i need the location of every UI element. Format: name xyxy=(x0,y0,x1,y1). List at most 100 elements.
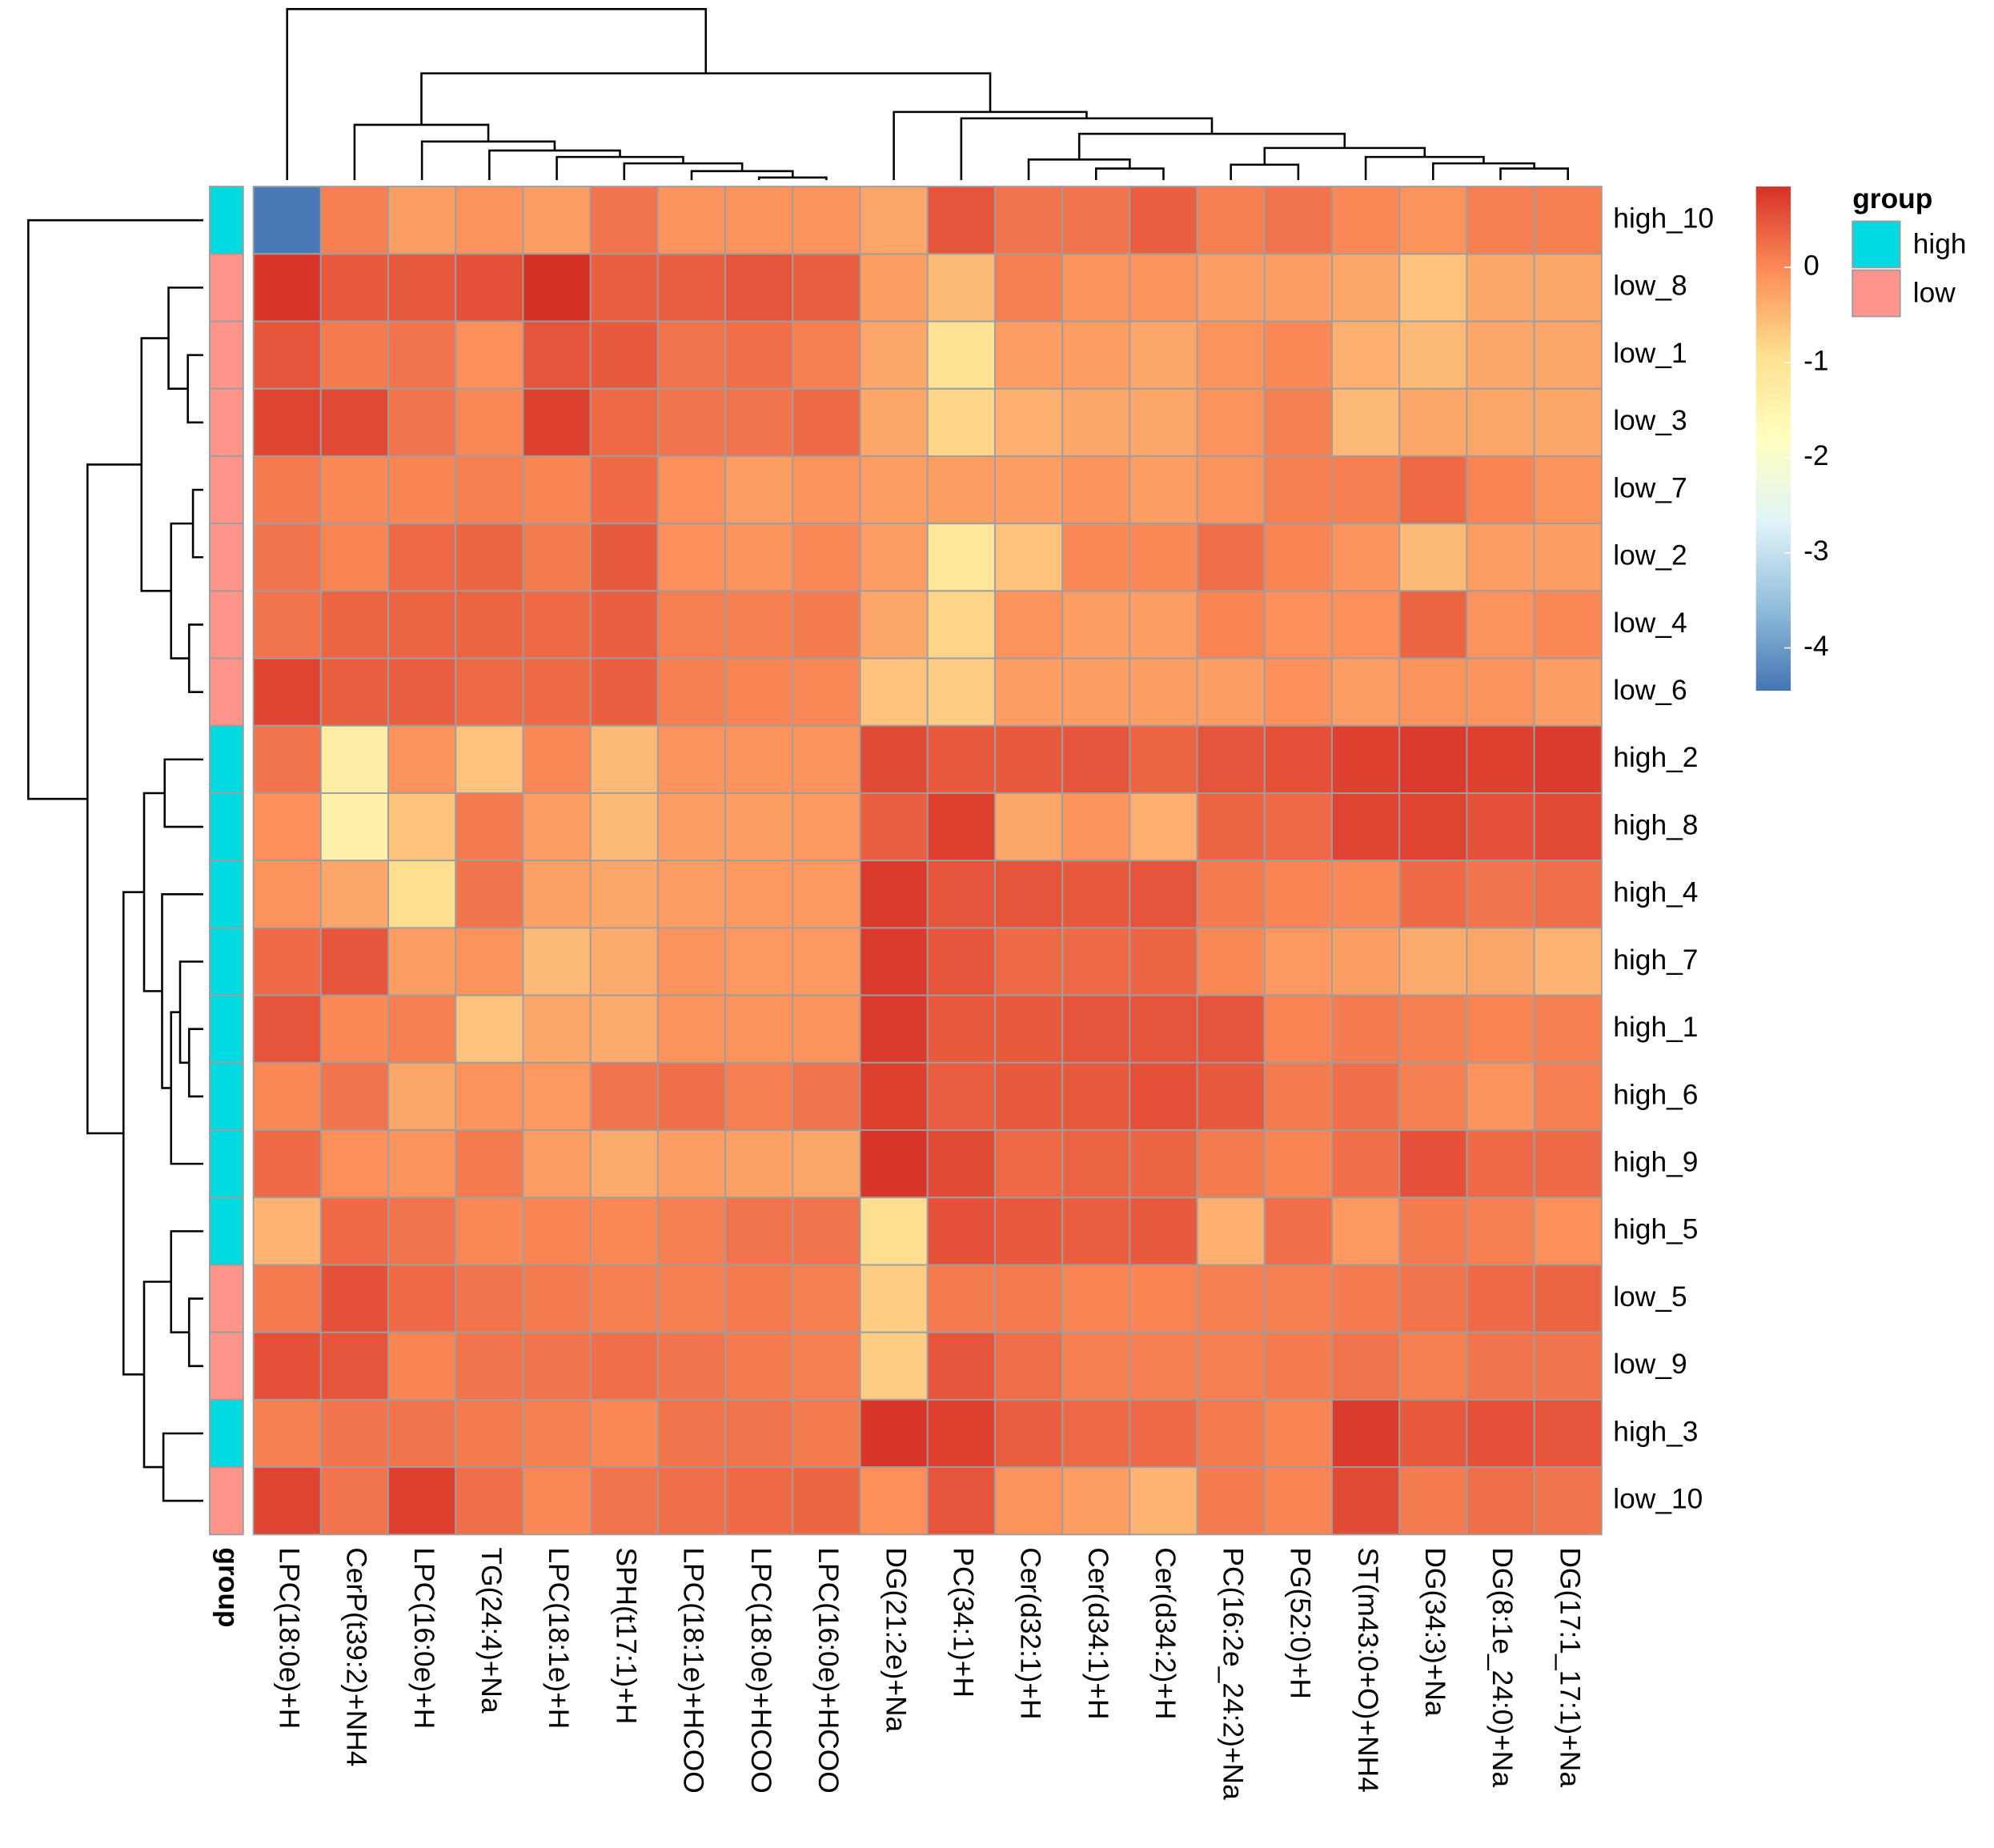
heat-cell xyxy=(792,1466,861,1536)
heat-cell xyxy=(724,253,794,323)
column-label: LPC(18:0e)+HCOO xyxy=(745,1547,776,1793)
heat-cell xyxy=(522,994,592,1064)
heat-cell xyxy=(859,657,929,727)
heat-cell xyxy=(792,1129,861,1199)
heat-cell xyxy=(926,792,996,862)
heat-cell xyxy=(1398,1331,1468,1401)
heat-cell xyxy=(1263,320,1333,390)
heat-cell xyxy=(1061,455,1131,525)
heat-cell xyxy=(1196,590,1266,659)
heat-cell xyxy=(1331,387,1401,457)
heat-cell xyxy=(724,320,794,390)
group-cell xyxy=(208,792,244,862)
heat-cell xyxy=(656,1331,727,1401)
heat-cell xyxy=(1129,320,1198,390)
heat-cell xyxy=(724,186,794,255)
heat-cell xyxy=(1061,590,1131,659)
heat-cell xyxy=(387,1197,457,1266)
color-bar xyxy=(1755,186,1791,691)
column-label: SPH(t17:1)+H xyxy=(610,1547,641,1724)
heat-cell xyxy=(1129,1264,1198,1333)
heat-cell xyxy=(859,1466,929,1536)
row-label: high_9 xyxy=(1613,1146,1698,1177)
heat-cell xyxy=(1196,1398,1266,1469)
row-label: low_1 xyxy=(1613,338,1687,369)
heat-cell xyxy=(1061,523,1131,592)
heat-cell xyxy=(1466,387,1535,457)
heat-cell xyxy=(859,1331,929,1401)
heat-cell xyxy=(319,1129,389,1199)
heat-cell xyxy=(1263,860,1333,929)
heat-cell xyxy=(1061,1197,1131,1266)
heat-cell xyxy=(1331,1398,1401,1469)
heat-cell xyxy=(724,927,794,996)
column-label: LPC(16:0e)+H xyxy=(408,1547,439,1729)
heat-cell xyxy=(252,860,322,929)
heat-cell xyxy=(724,455,794,525)
heat-cell xyxy=(926,724,996,794)
group-cell xyxy=(208,1466,244,1536)
heat-cell xyxy=(926,1466,996,1536)
heat-cell xyxy=(1331,1061,1401,1132)
heat-cell xyxy=(926,387,996,457)
heat-cell xyxy=(1466,1466,1535,1536)
heat-cell xyxy=(1331,1197,1401,1266)
heat-cell xyxy=(455,1398,524,1469)
group-cell xyxy=(208,860,244,929)
heat-cell xyxy=(1196,387,1266,457)
heat-cell xyxy=(792,1264,861,1333)
heat-cell xyxy=(926,994,996,1064)
heat-cell xyxy=(1533,186,1603,255)
heat-cell xyxy=(1533,1061,1603,1132)
heat-cell xyxy=(1466,994,1535,1064)
heat-cell xyxy=(387,860,457,929)
heat-cell xyxy=(1196,1061,1266,1132)
heat-cell xyxy=(252,1466,322,1536)
heat-cell xyxy=(1196,455,1266,525)
heat-cell xyxy=(859,1061,929,1132)
heat-cell xyxy=(522,1197,592,1266)
heat-cell xyxy=(319,724,389,794)
heat-cell xyxy=(1263,724,1333,794)
heat-cell xyxy=(1398,455,1468,525)
heat-cell xyxy=(387,1264,457,1333)
heat-cell xyxy=(656,1129,727,1199)
heat-cell xyxy=(522,1061,592,1132)
heat-cell xyxy=(792,1331,861,1401)
heat-cell xyxy=(455,186,524,255)
heat-cell xyxy=(1129,523,1198,592)
column-label: Cer(d32:1)+H xyxy=(1015,1547,1046,1719)
heat-cell xyxy=(1196,1264,1266,1333)
heat-cell xyxy=(589,1129,659,1199)
heat-cell xyxy=(1466,320,1535,390)
heat-cell xyxy=(387,1331,457,1401)
heat-cell xyxy=(926,657,996,727)
heat-cell xyxy=(455,320,524,390)
heat-cell xyxy=(522,1398,592,1469)
heat-cell xyxy=(792,1061,861,1132)
heat-cell xyxy=(993,1197,1064,1266)
heat-cell xyxy=(656,994,727,1064)
heat-cell xyxy=(724,1331,794,1401)
heat-cell xyxy=(1533,455,1603,525)
row-label: low_5 xyxy=(1613,1281,1687,1313)
group-cell xyxy=(208,1061,244,1132)
heat-cell xyxy=(859,253,929,323)
heat-cell xyxy=(319,253,389,323)
heat-cell xyxy=(252,1331,322,1401)
heat-cell xyxy=(522,657,592,727)
heat-cell xyxy=(1061,1264,1131,1333)
heat-cell xyxy=(455,1264,524,1333)
heat-cell xyxy=(1061,792,1131,862)
heat-cell xyxy=(387,455,457,525)
heat-cell xyxy=(252,724,322,794)
heat-cell xyxy=(589,724,659,794)
heat-cell xyxy=(1061,927,1131,996)
heat-cell xyxy=(724,1129,794,1199)
heat-cell xyxy=(319,320,389,390)
color-tick-label: -3 xyxy=(1803,535,1828,567)
heat-cell xyxy=(926,523,996,592)
heat-cell xyxy=(1263,1061,1333,1132)
heat-cell xyxy=(252,523,322,592)
